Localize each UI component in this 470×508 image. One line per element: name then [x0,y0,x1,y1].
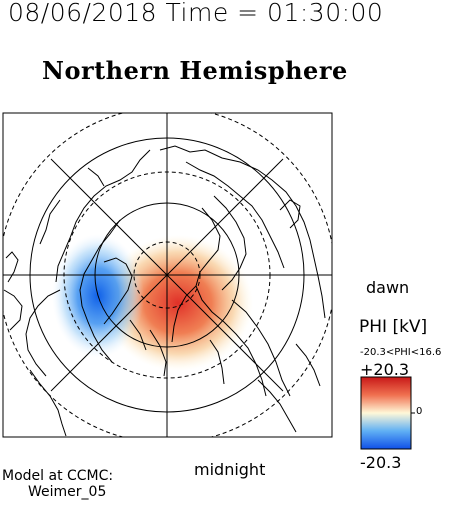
model-name: Weimer_05 [28,484,107,500]
time-label: 08/06/2018 Time = 01:30:00 [8,0,384,27]
colorbar-quantity-label: PHI [kV] [359,317,428,337]
meridians [3,113,332,437]
colorbar-max-label: +20.3 [360,360,410,379]
colorbar-range-label: -20.3<PHI<16.6 [360,347,442,358]
colorbar-zero-label: 0 [416,406,423,417]
dawn-label: dawn [366,278,410,297]
model-label: Model at CCMC: [2,468,114,484]
midnight-label: midnight [194,460,266,479]
positive-potential-cell [103,235,253,371]
colorbar-min-label: -20.3 [360,453,402,472]
colorbar [360,376,412,450]
hemisphere-title: Northern Hemisphere [42,56,348,85]
